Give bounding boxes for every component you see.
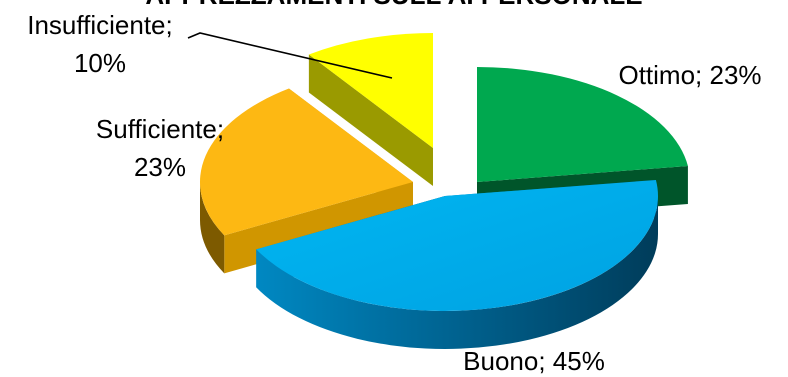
insufficiente-slice xyxy=(308,33,433,186)
sufficiente-data-label: Sufficiente; 23% xyxy=(96,114,224,182)
ottimo-data-label: Ottimo; 23% xyxy=(618,60,761,90)
ottimo-slice-top xyxy=(477,67,688,182)
buono-outer-side xyxy=(256,196,658,350)
label-connectors xyxy=(187,32,393,79)
sufficiente-outer-side xyxy=(200,182,225,274)
buono-slice xyxy=(256,179,659,350)
pie-slices xyxy=(200,33,688,350)
insufficiente-data-label: Insufficiente; 10% xyxy=(27,10,173,78)
sufficiente-data-label-line: 23% xyxy=(134,152,186,182)
ottimo-data-label-line: Ottimo; 23% xyxy=(618,60,761,90)
insufficiente-data-label-line: 10% xyxy=(74,48,126,78)
insufficiente-connector-line xyxy=(187,32,393,79)
buono-data-label-line: Buono; 45% xyxy=(463,346,605,376)
insufficiente-wall-0 xyxy=(308,54,433,186)
sufficiente-slice-top xyxy=(200,88,413,236)
data-labels: Ottimo; 23% Buono; 45% Sufficiente; 23% Insu… xyxy=(27,10,761,376)
insufficiente-slice-top xyxy=(308,33,433,148)
buono-data-label: Buono; 45% xyxy=(463,346,605,376)
insufficiente-data-label-line: Insufficiente; xyxy=(27,10,173,40)
sufficiente-data-label-line: Sufficiente; xyxy=(96,114,224,144)
buono-slice-top xyxy=(256,179,659,312)
chart-title: APPREZZAMENTI SULL'AI PERSONALE xyxy=(0,0,788,11)
